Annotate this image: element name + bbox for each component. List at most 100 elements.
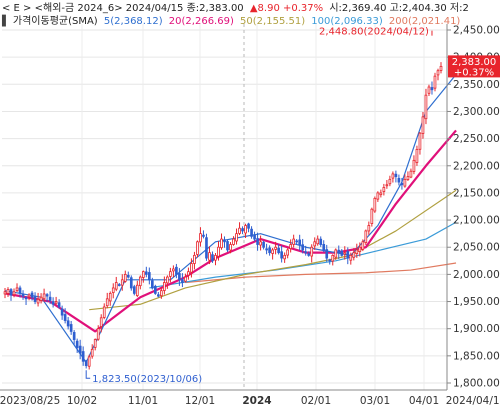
x-tick-label: 12/01 — [185, 395, 215, 407]
candle-body — [49, 297, 51, 300]
candle-body — [52, 302, 54, 305]
candle-body — [362, 242, 364, 250]
ma20-legend: 20(2,266.69) — [169, 16, 234, 27]
candle — [154, 285, 156, 295]
candle — [374, 196, 376, 212]
candle-body — [320, 239, 322, 244]
candle-body — [392, 174, 394, 178]
candle-body — [323, 244, 325, 250]
candle-body — [260, 242, 262, 245]
candle-body — [398, 178, 400, 182]
marker-icon: ▌ — [1, 14, 10, 27]
current-price-tag: 2,383.00 +0.37% — [448, 55, 500, 78]
x-tick-label: 10/02 — [67, 395, 97, 407]
candle-body — [350, 255, 352, 260]
candle-body — [16, 288, 18, 291]
y-tick-label: 2,350.00 — [453, 79, 500, 91]
candle-body — [266, 249, 268, 250]
candle-body — [389, 179, 391, 183]
candle-body — [395, 174, 397, 176]
candle-body — [91, 349, 93, 356]
candle-body — [130, 278, 132, 288]
ma100-legend: 100(2,096.33) — [311, 16, 383, 27]
candle-body — [136, 285, 138, 295]
candle-body — [7, 290, 9, 294]
ma50-legend: 50(2,155.51) — [240, 16, 305, 27]
candle-body — [269, 248, 271, 253]
ma200-legend: 200(2,021.41) — [389, 16, 461, 27]
x-tick-label: 11/01 — [128, 395, 158, 407]
candle-body — [94, 340, 96, 348]
candle-body — [233, 239, 235, 244]
candle-body — [121, 280, 123, 285]
candle-body — [431, 88, 433, 90]
candle-body — [88, 357, 90, 366]
y-tick-label: 2,200.00 — [453, 160, 500, 172]
candle-body — [296, 241, 298, 242]
candle-body — [67, 321, 69, 326]
candle-body — [257, 239, 259, 245]
candle-body — [404, 179, 406, 186]
candle-body — [380, 193, 382, 195]
candle-body — [239, 228, 241, 233]
candle-body — [124, 274, 126, 281]
candle-body — [181, 280, 183, 283]
candle-body — [106, 299, 108, 306]
y-tick-label: 2,100.00 — [453, 215, 500, 227]
candle-body — [46, 295, 48, 297]
candle-body — [218, 247, 220, 256]
candle-body — [314, 242, 316, 246]
candle-body — [160, 291, 162, 296]
candle-body — [344, 253, 346, 254]
ma-title: 가격이동평균(SMA) — [13, 14, 98, 27]
header-line1: < E > <해외-금 2024_6> 2024/04/15 종:2,383.0… — [2, 1, 469, 14]
candle-body — [55, 302, 57, 304]
candle-body — [100, 318, 102, 327]
candle-body — [434, 76, 436, 88]
current-price-value: 2,383.00 — [452, 57, 497, 68]
candle-body — [293, 239, 295, 244]
candle-body — [166, 277, 168, 283]
candle-body — [377, 193, 379, 199]
candle-body — [169, 272, 171, 277]
candle-body — [209, 253, 211, 261]
candle-body — [190, 264, 192, 273]
candle-body — [151, 281, 153, 288]
candle-body — [422, 117, 424, 134]
candle-body — [374, 198, 376, 211]
candle — [371, 208, 373, 227]
candle-body — [248, 224, 250, 228]
candle-body — [212, 255, 214, 261]
candle-body — [37, 299, 39, 303]
candle-body — [79, 346, 81, 353]
candle-body — [437, 71, 439, 75]
current-price-change: +0.37% — [454, 67, 494, 78]
candle-body — [22, 294, 24, 296]
y-tick-label: 1,800.00 — [453, 378, 500, 390]
candle-body — [245, 226, 247, 233]
candle-body — [290, 245, 292, 249]
candle-body — [365, 231, 367, 243]
candle-body — [386, 185, 388, 186]
x-tick-label: 2023/08/25 — [0, 395, 60, 407]
candle-body — [326, 250, 328, 259]
candle-body — [236, 234, 238, 241]
candle-body — [224, 240, 226, 242]
candle-body — [85, 361, 87, 366]
x-axis-ticks: 2023/08/25 10/02 11/01 12/01 2024 02/01 03/01 0… — [0, 395, 500, 407]
candle — [365, 230, 367, 245]
candle-body — [407, 177, 409, 180]
candle-body — [76, 341, 78, 348]
candle-body — [419, 133, 421, 149]
candle — [227, 240, 229, 252]
candle-body — [215, 255, 217, 260]
candle-body — [311, 247, 313, 256]
candle-body — [25, 298, 27, 299]
candle-body — [251, 229, 253, 236]
candle-body — [341, 251, 343, 255]
y-tick-label: 2,250.00 — [453, 133, 500, 145]
candle-body — [200, 234, 202, 242]
candle-body — [428, 87, 430, 93]
candle-body — [338, 250, 340, 252]
